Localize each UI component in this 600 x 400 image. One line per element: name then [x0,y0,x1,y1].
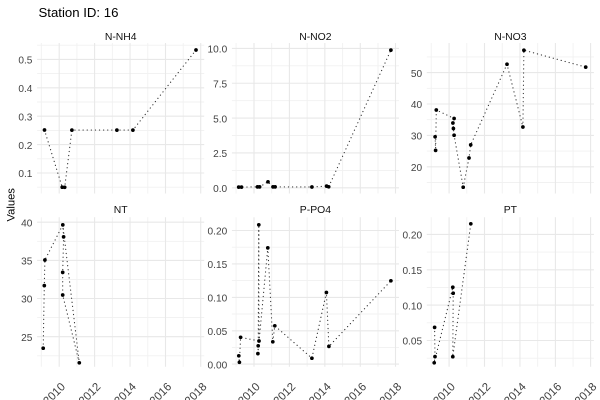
svg-text:0.0: 0.0 [213,184,227,195]
svg-text:0.05: 0.05 [402,337,422,348]
svg-text:0.4: 0.4 [18,84,32,95]
svg-text:0.20: 0.20 [402,231,422,242]
svg-text:30: 30 [21,295,33,306]
svg-text:N-NO3: N-NO3 [494,32,527,43]
svg-text:25: 25 [21,333,33,344]
svg-text:35: 35 [21,257,33,268]
svg-text:NT: NT [114,205,129,216]
svg-text:N-NO2: N-NO2 [299,32,332,43]
svg-text:0.10: 0.10 [208,294,228,305]
svg-text:N-NH4: N-NH4 [105,32,137,43]
svg-text:0.1: 0.1 [18,169,32,180]
svg-text:0.3: 0.3 [18,112,32,123]
svg-text:40: 40 [21,218,33,229]
svg-text:10.0: 10.0 [208,45,228,56]
svg-text:30: 30 [411,132,423,143]
svg-text:0.05: 0.05 [208,327,228,338]
svg-text:0.20: 0.20 [208,227,228,238]
svg-text:P-PO4: P-PO4 [300,205,331,216]
svg-text:2.5: 2.5 [213,149,227,160]
svg-text:PT: PT [504,205,518,216]
svg-text:0.2: 0.2 [18,141,32,152]
svg-text:5.0: 5.0 [213,114,227,125]
svg-text:Values: Values [5,188,17,222]
svg-text:0.15: 0.15 [402,266,422,277]
svg-text:20: 20 [411,163,423,174]
svg-text:Station ID: 16: Station ID: 16 [39,5,119,20]
svg-text:0.00: 0.00 [208,360,228,371]
svg-text:7.5: 7.5 [213,80,227,91]
svg-text:0.5: 0.5 [18,56,32,67]
svg-text:50: 50 [411,69,423,80]
svg-text:40: 40 [411,100,423,111]
svg-text:0.10: 0.10 [402,301,422,312]
svg-text:0.15: 0.15 [208,260,228,271]
